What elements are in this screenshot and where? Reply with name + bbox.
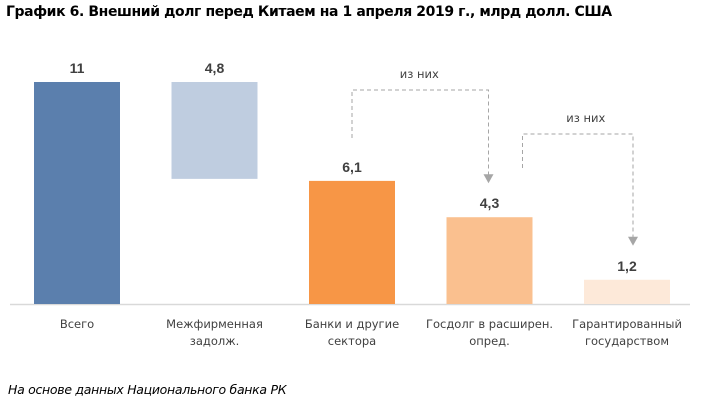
value-label-2: 4,8: [205, 60, 225, 76]
category-label-3-line-2: сектора: [328, 334, 376, 348]
bars-group: [34, 82, 670, 304]
value-label-1: 11: [70, 60, 85, 76]
value-label-4: 4,3: [480, 195, 500, 211]
connector-line-1: [351, 89, 489, 176]
bar-4: [446, 217, 533, 304]
category-labels-group: Всего Межфирменная задолж. Банки и другие се…: [60, 317, 682, 348]
arrow-down-icon: [628, 236, 638, 246]
source-note: На основе данных Национального банка РК: [8, 382, 287, 397]
bar-3: [309, 180, 395, 304]
category-label-4-line-1: Госдолг в расширен.: [426, 317, 553, 331]
category-label-2-line-2: задолж.: [190, 334, 240, 348]
category-label-3-line-1: Банки и другие: [305, 317, 399, 331]
category-label-2-line-1: Межфирменная: [166, 317, 263, 331]
annotations-group: из них из них: [351, 67, 638, 246]
bar-2: [171, 82, 258, 179]
chart-title: График 6. Внешний долг перед Китаем на 1…: [6, 4, 612, 20]
arrow-down-icon: [483, 174, 494, 184]
annotation-label-2: из них: [566, 111, 605, 125]
value-label-5: 1,2: [617, 258, 637, 274]
category-label-5-line-1: Гарантированный: [572, 317, 682, 331]
annotation-label-1: из них: [400, 67, 439, 81]
category-label-1-line-1: Всего: [60, 317, 94, 331]
value-label-3: 6,1: [342, 159, 362, 175]
bar-5: [584, 279, 670, 304]
bar-1: [34, 82, 120, 304]
category-label-5-line-2: государством: [585, 334, 669, 348]
value-labels-group: 11 4,8 6,1 4,3 1,2: [70, 60, 637, 274]
connector-line-2: [522, 133, 634, 238]
category-label-4-line-2: опред.: [469, 334, 510, 348]
